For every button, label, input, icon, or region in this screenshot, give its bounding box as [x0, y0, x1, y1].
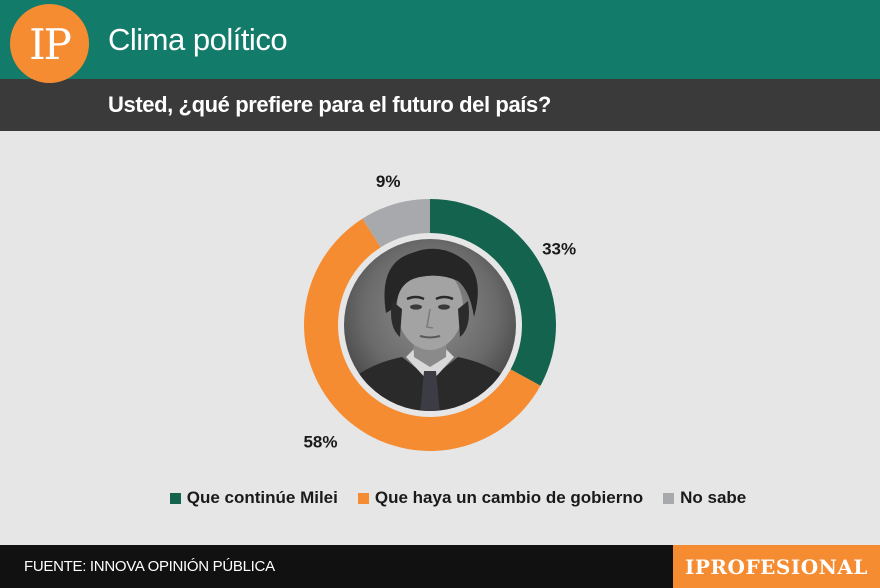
page-title: Clima político — [108, 22, 288, 57]
donut-labels: 33% 58% 9% — [303, 172, 576, 452]
label-unsure: 9% — [376, 172, 401, 191]
legend-label-change: Que haya un cambio de gobierno — [374, 488, 644, 507]
footer-bar: FUENTE: INNOVA OPINIÓN PÚBLICA IPROFESIO… — [0, 545, 880, 588]
donut-chart: 33% 58% 9% — [303, 172, 576, 452]
portrait-photo — [342, 237, 518, 413]
legend-item-unsure: No sabe — [663, 488, 746, 508]
slice-unsure — [362, 199, 430, 248]
brand-logo: IPROFESIONAL — [673, 545, 880, 588]
header-bar: Clima político — [0, 0, 880, 79]
question-text: Usted, ¿qué prefiere para el futuro del … — [108, 92, 551, 117]
brand-text: IPROFESIONAL — [685, 554, 868, 579]
legend-swatch-change — [357, 492, 369, 504]
legend-swatch-continue — [169, 492, 181, 504]
donut-slices — [304, 199, 556, 451]
ip-logo: IP — [10, 4, 89, 83]
chart-legend: Que continúe Milei Que haya un cambio de… — [0, 486, 880, 510]
slice-change — [304, 218, 541, 451]
legend-label-continue: Que continúe Milei — [186, 488, 338, 507]
legend-label-unsure: No sabe — [680, 488, 747, 507]
label-change: 58% — [303, 433, 337, 452]
legend-swatch-unsure — [663, 492, 675, 504]
slice-continue — [430, 199, 556, 386]
legend-item-continue: Que continúe Milei — [169, 488, 338, 508]
logo-text: IP — [29, 19, 72, 69]
legend-item-change: Que haya un cambio de gobierno — [357, 488, 644, 508]
question-bar: Usted, ¿qué prefiere para el futuro del … — [0, 79, 880, 131]
label-continue: 33% — [542, 240, 576, 259]
source-text: FUENTE: INNOVA OPINIÓN PÚBLICA — [24, 558, 275, 575]
